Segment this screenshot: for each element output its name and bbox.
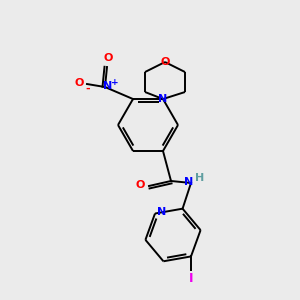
- Text: H: H: [195, 173, 205, 183]
- Text: N: N: [158, 94, 168, 104]
- Text: O: O: [135, 180, 145, 190]
- Text: N: N: [103, 81, 112, 91]
- Text: N: N: [158, 206, 166, 217]
- Text: O: O: [74, 78, 84, 88]
- Text: O: O: [160, 57, 170, 67]
- Text: +: +: [111, 77, 119, 86]
- Text: I: I: [189, 272, 193, 285]
- Text: -: -: [86, 84, 90, 94]
- Text: N: N: [184, 177, 194, 187]
- Text: O: O: [103, 53, 113, 63]
